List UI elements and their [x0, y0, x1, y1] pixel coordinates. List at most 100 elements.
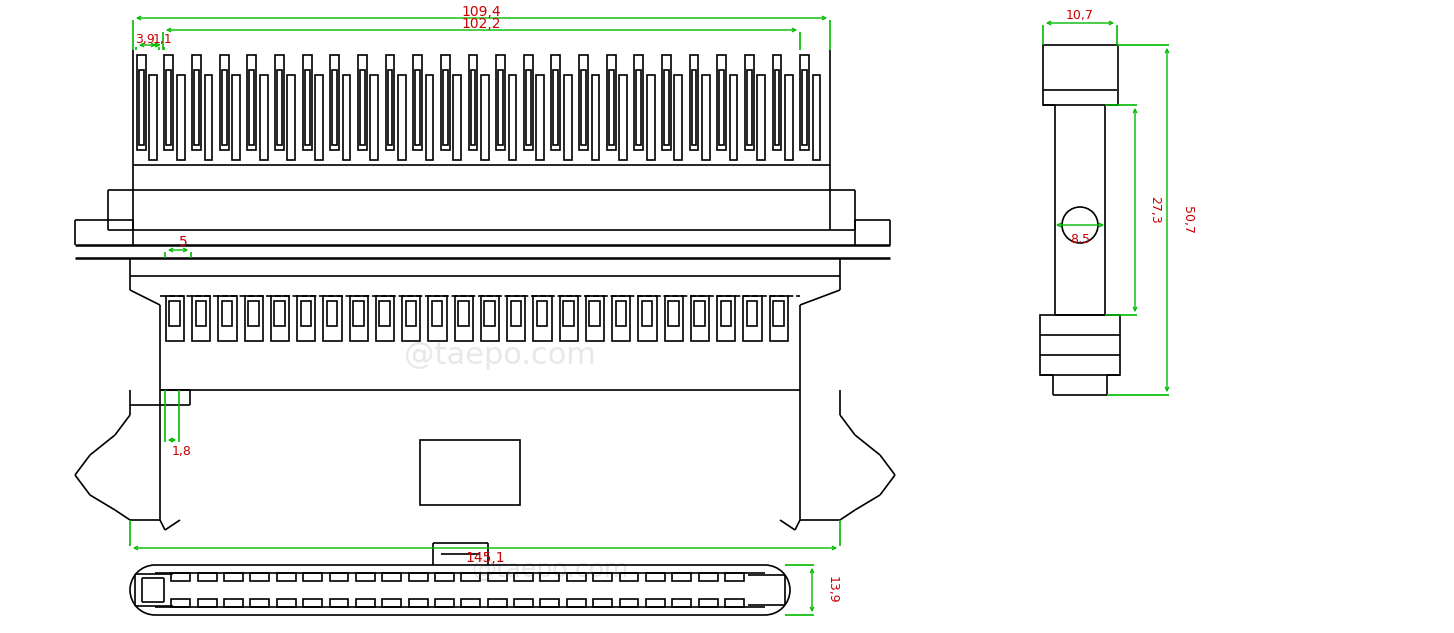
Bar: [301, 301, 311, 326]
Bar: [138, 70, 144, 145]
Bar: [672, 599, 691, 607]
Bar: [302, 599, 323, 607]
Text: 13,9: 13,9: [826, 576, 839, 604]
Bar: [441, 55, 449, 150]
Text: 8,5: 8,5: [1070, 232, 1090, 246]
Bar: [647, 75, 654, 160]
Bar: [150, 75, 157, 160]
Text: 1,1: 1,1: [153, 32, 172, 46]
Bar: [192, 296, 211, 341]
Bar: [726, 599, 744, 607]
Bar: [487, 573, 506, 581]
Bar: [515, 573, 534, 581]
Bar: [643, 301, 653, 326]
Bar: [244, 296, 263, 341]
Bar: [375, 296, 394, 341]
Bar: [166, 70, 172, 145]
Bar: [361, 70, 365, 145]
Bar: [379, 301, 390, 326]
Bar: [270, 296, 289, 341]
Bar: [675, 75, 682, 160]
Text: 50,7: 50,7: [1181, 206, 1194, 234]
Bar: [567, 573, 586, 581]
Bar: [813, 75, 820, 160]
Bar: [689, 55, 698, 150]
Bar: [205, 75, 212, 160]
Bar: [496, 55, 505, 150]
Bar: [305, 70, 310, 145]
Bar: [743, 296, 762, 341]
Bar: [166, 296, 185, 341]
Text: @taepo.com: @taepo.com: [404, 341, 596, 370]
Text: @taepo.com: @taepo.com: [471, 558, 628, 582]
Bar: [461, 599, 480, 607]
Bar: [717, 55, 726, 150]
Bar: [358, 55, 366, 150]
Bar: [222, 70, 227, 145]
Bar: [275, 301, 285, 326]
Bar: [343, 75, 350, 160]
Bar: [582, 70, 586, 145]
Bar: [593, 599, 612, 607]
Bar: [249, 301, 259, 326]
Bar: [747, 301, 758, 326]
Bar: [638, 296, 657, 341]
Bar: [356, 573, 375, 581]
Bar: [744, 55, 753, 150]
Bar: [278, 70, 282, 145]
Bar: [443, 70, 448, 145]
Bar: [769, 296, 788, 341]
Bar: [698, 599, 718, 607]
Bar: [726, 573, 744, 581]
Bar: [593, 573, 612, 581]
Bar: [435, 599, 454, 607]
Bar: [702, 75, 710, 160]
Bar: [198, 599, 217, 607]
Bar: [730, 75, 737, 160]
Bar: [297, 296, 316, 341]
Bar: [551, 55, 560, 150]
Bar: [612, 296, 631, 341]
Bar: [499, 70, 503, 145]
Bar: [589, 301, 601, 326]
Bar: [515, 599, 534, 607]
Bar: [563, 301, 574, 326]
Bar: [634, 55, 643, 150]
Bar: [276, 599, 295, 607]
Bar: [302, 55, 311, 150]
Bar: [523, 55, 532, 150]
Bar: [316, 75, 323, 160]
Bar: [484, 301, 494, 326]
Bar: [288, 75, 295, 160]
Bar: [330, 55, 339, 150]
Bar: [409, 599, 427, 607]
Bar: [586, 296, 605, 341]
Bar: [534, 296, 551, 341]
Bar: [195, 70, 199, 145]
Bar: [435, 573, 454, 581]
Bar: [275, 55, 284, 150]
Bar: [429, 296, 446, 341]
Bar: [537, 301, 548, 326]
Bar: [388, 70, 393, 145]
Bar: [403, 296, 420, 341]
Bar: [774, 301, 784, 326]
Bar: [619, 573, 638, 581]
Bar: [507, 296, 525, 341]
Text: 145,1: 145,1: [465, 551, 505, 565]
Bar: [461, 573, 480, 581]
Bar: [323, 296, 342, 341]
Bar: [560, 296, 577, 341]
Bar: [1043, 45, 1118, 105]
Bar: [260, 75, 268, 160]
Bar: [664, 70, 669, 145]
Bar: [564, 75, 571, 160]
Bar: [172, 599, 190, 607]
Bar: [327, 301, 337, 326]
Bar: [637, 70, 641, 145]
Text: 10,7: 10,7: [1066, 9, 1093, 23]
Bar: [487, 599, 506, 607]
Bar: [698, 573, 718, 581]
Bar: [526, 70, 531, 145]
Bar: [426, 75, 433, 160]
